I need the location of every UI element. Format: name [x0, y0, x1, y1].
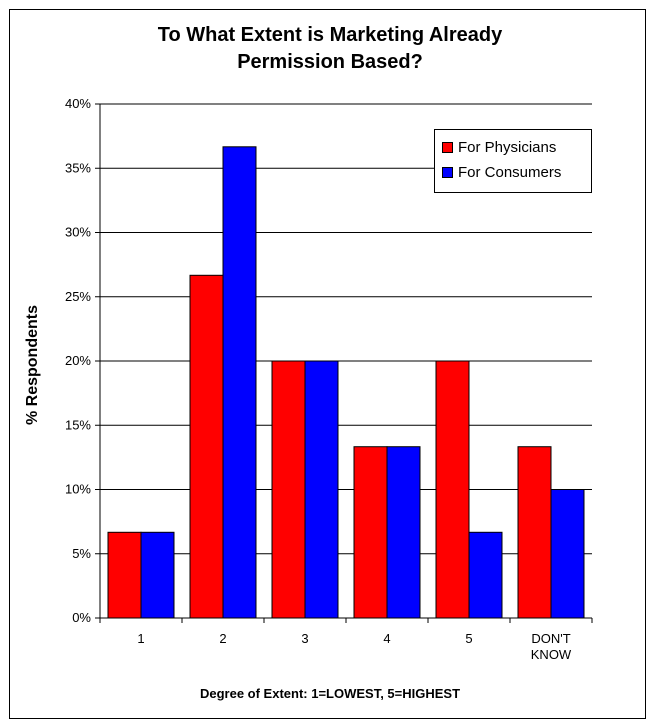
bar-consumers	[386, 446, 421, 619]
y-tick-label: 0%	[72, 610, 91, 625]
bar-consumers	[304, 360, 339, 619]
legend-swatch-consumers	[442, 167, 453, 178]
x-tick-label: DON'T	[531, 631, 570, 646]
bar-consumers	[550, 489, 585, 619]
y-tick-label: 35%	[65, 160, 91, 175]
x-tick-label: 3	[301, 631, 308, 646]
bar-physicians	[353, 446, 388, 619]
x-axis-label: Degree of Extent: 1=LOWEST, 5=HIGHEST	[199, 686, 461, 701]
y-tick-label: 15%	[65, 417, 91, 432]
legend-item-consumers: For Consumers	[442, 160, 591, 185]
y-tick-label: 5%	[72, 546, 91, 561]
bar-physicians	[271, 360, 306, 619]
x-tick-label: 1	[137, 631, 144, 646]
x-tick-label: 5	[465, 631, 472, 646]
legend-item-physicians: For Physicians	[442, 135, 591, 160]
x-tick-label: 2	[219, 631, 226, 646]
bar-physicians	[107, 531, 142, 619]
x-tick-label: 4	[383, 631, 390, 646]
bar-consumers	[222, 146, 257, 619]
y-tick-label: 40%	[65, 96, 91, 111]
y-tick-label: 30%	[65, 225, 91, 240]
legend-label-consumers: For Consumers	[458, 164, 562, 181]
y-tick-label: 20%	[65, 353, 91, 368]
bar-physicians	[189, 274, 224, 619]
legend-label-physicians: For Physicians	[458, 139, 557, 156]
chart-title-line-2: Permission Based?	[237, 51, 423, 73]
bar-physicians	[435, 360, 470, 619]
bar-consumers	[468, 531, 503, 619]
bar-consumers	[140, 531, 175, 619]
chart-title-line-1: To What Extent is Marketing Already	[157, 24, 503, 46]
bar-physicians	[517, 446, 552, 619]
legend: For Physicians For Consumers	[434, 129, 592, 193]
y-tick-label: 25%	[65, 289, 91, 304]
x-tick-label: KNOW	[531, 647, 572, 662]
legend-swatch-physicians	[442, 142, 453, 153]
chart-title: To What Extent is Marketing Already Perm…	[0, 22, 660, 76]
y-tick-label: 10%	[65, 482, 91, 497]
